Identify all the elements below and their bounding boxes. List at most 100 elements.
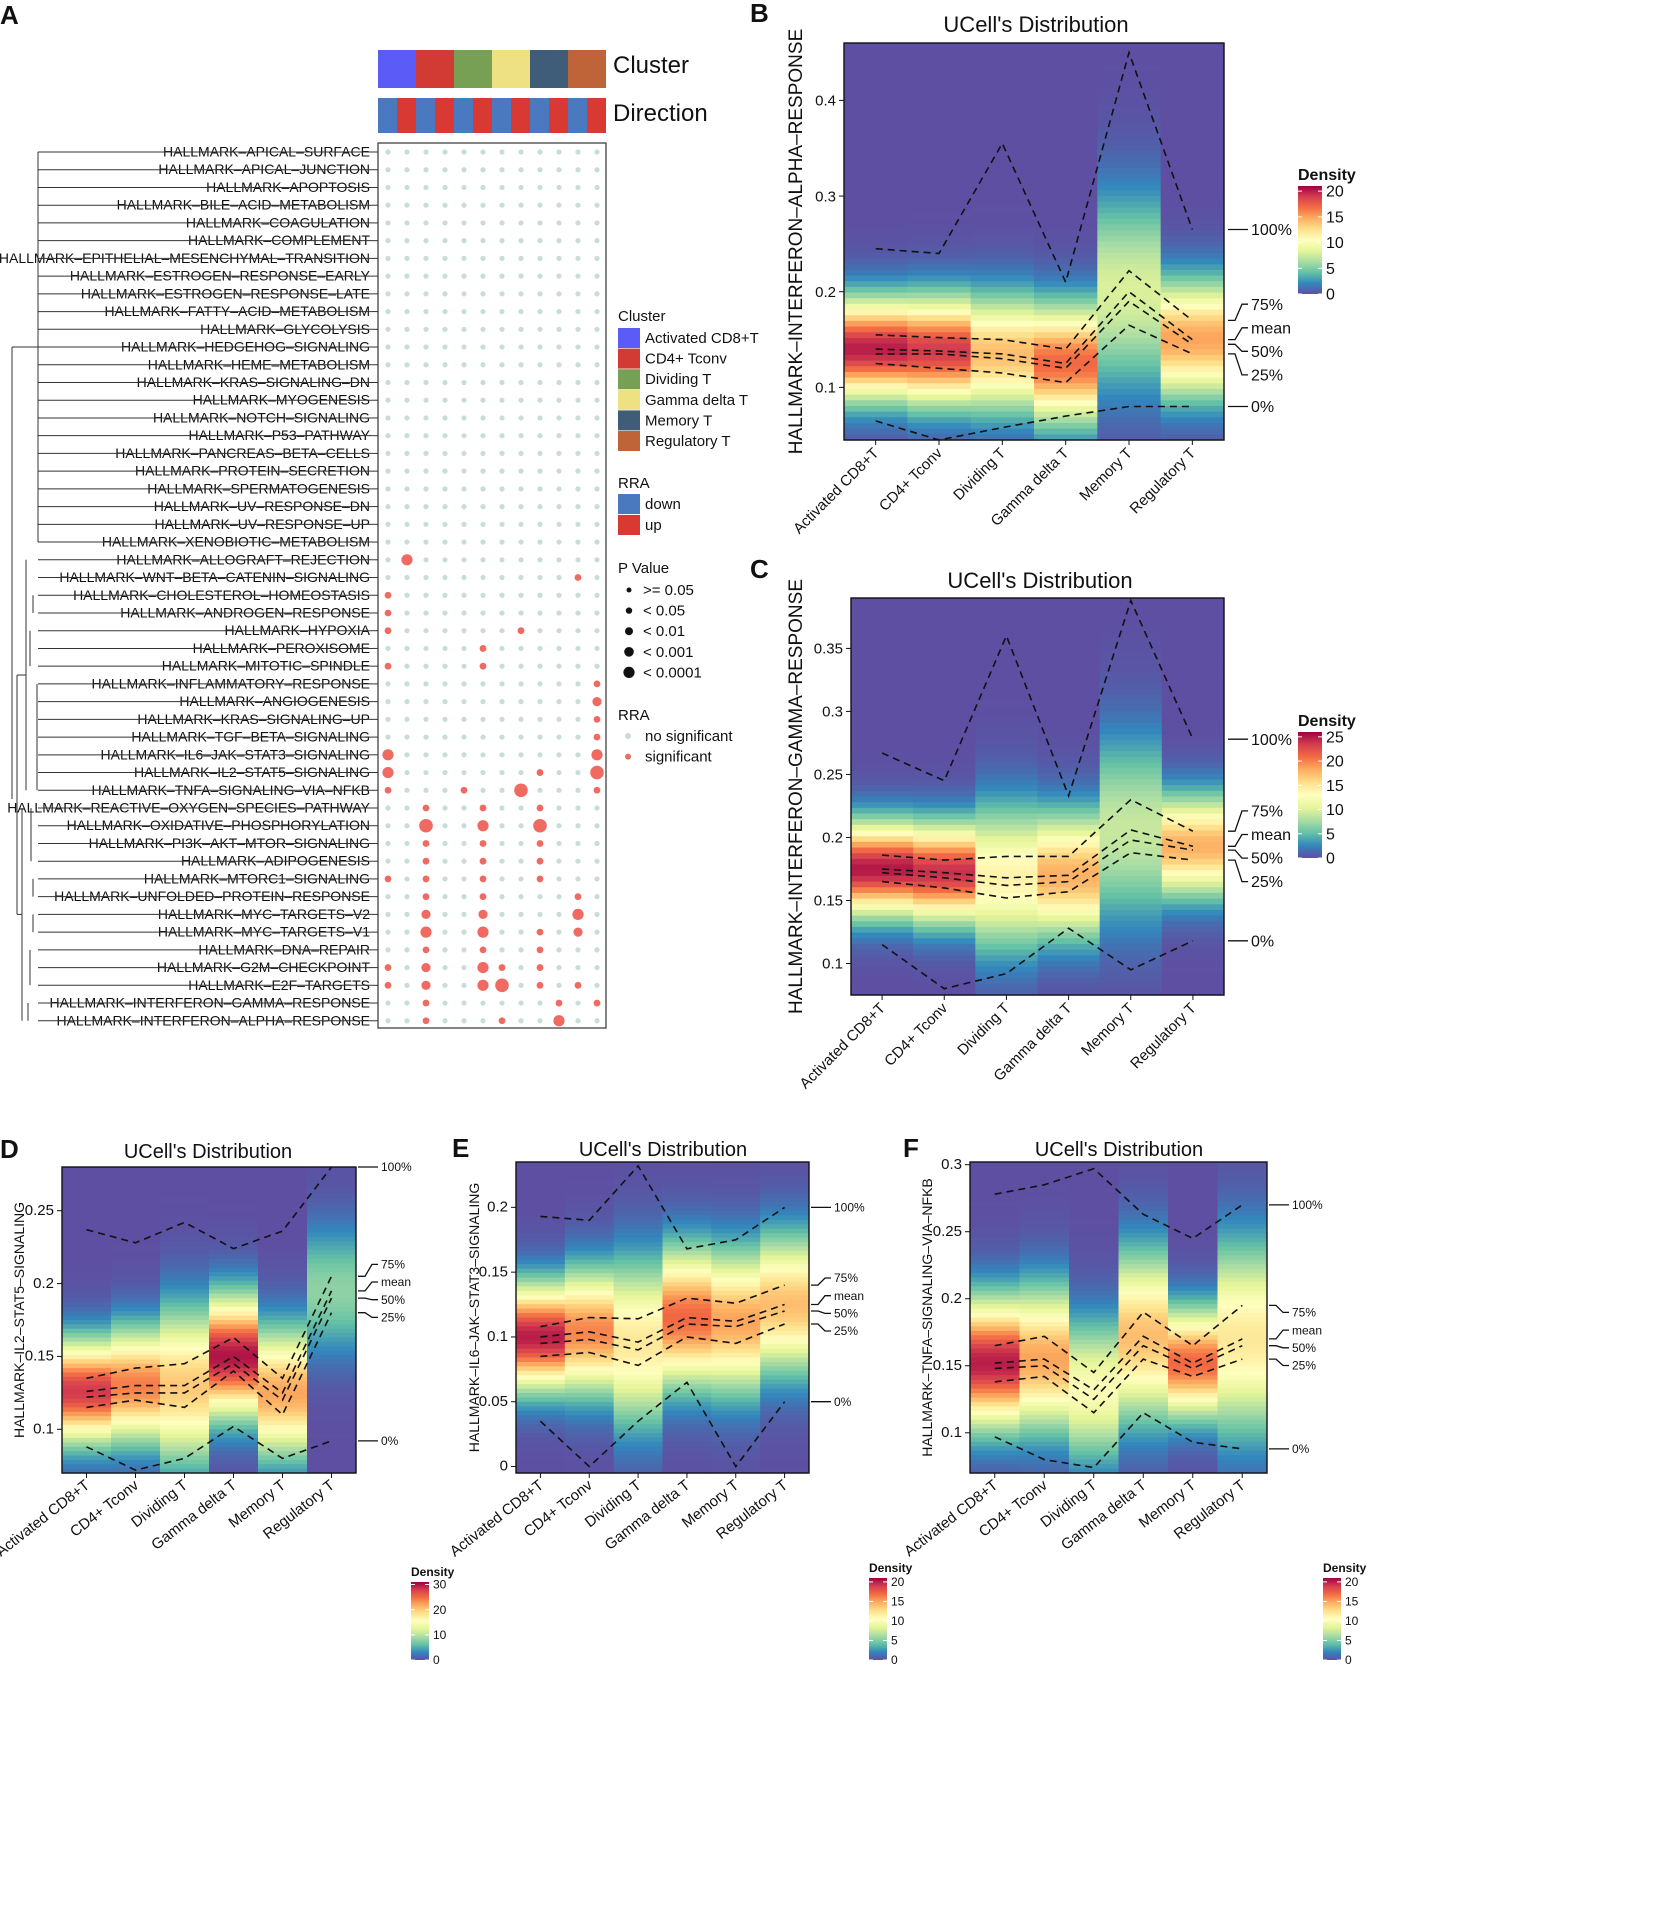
quantile-bracket — [811, 1277, 831, 1286]
density-cell — [760, 1224, 810, 1230]
dot-not-significant — [518, 486, 524, 492]
density-cell — [1168, 1237, 1218, 1243]
density-cell — [1161, 955, 1225, 962]
density-cell — [662, 1357, 712, 1363]
dot-not-significant — [442, 628, 448, 634]
density-cell — [913, 654, 976, 661]
density-cell — [1034, 303, 1098, 311]
density-cell — [1217, 1361, 1268, 1367]
dot-significant — [536, 857, 544, 865]
density-cell — [1069, 1344, 1119, 1350]
density-cell — [913, 960, 976, 968]
density-cell — [1069, 1433, 1119, 1439]
density-cell — [62, 1424, 112, 1430]
density-cell — [1037, 870, 1101, 877]
density-cell — [1118, 1424, 1169, 1430]
dot-not-significant — [423, 592, 429, 598]
dot-significant — [479, 662, 487, 670]
density-cell — [844, 235, 908, 243]
dot-not-significant — [461, 450, 467, 457]
density-cell — [913, 711, 976, 718]
density-cell — [1160, 162, 1225, 169]
density-column — [613, 1162, 663, 1474]
dot-not-significant — [556, 149, 562, 155]
dot-not-significant — [575, 876, 581, 882]
dot-not-significant — [556, 858, 562, 864]
density-column — [307, 1167, 357, 1474]
density-cell — [258, 1210, 308, 1216]
density-cell — [1037, 864, 1101, 871]
density-cell — [111, 1337, 161, 1343]
density-cell — [209, 1289, 259, 1295]
density-cell — [1037, 909, 1101, 917]
density-cell — [662, 1193, 712, 1199]
dot-significant — [479, 840, 487, 847]
density-cell — [1034, 71, 1098, 78]
dot-not-significant — [442, 415, 448, 421]
dot-not-significant — [480, 486, 486, 492]
density-cell — [970, 156, 1035, 163]
density-cell — [1161, 711, 1225, 718]
density-cell — [1160, 235, 1225, 243]
density-cell — [160, 1328, 210, 1334]
density-cell — [111, 1306, 161, 1312]
density-cell — [516, 1415, 566, 1421]
density-cell — [111, 1403, 161, 1409]
density-column — [662, 1162, 712, 1474]
density-cell — [1160, 43, 1225, 50]
density-cell — [844, 94, 908, 101]
plot-frame — [61, 1166, 357, 1474]
density-cell — [62, 1175, 112, 1181]
dot-not-significant — [499, 734, 505, 740]
density-cell — [1099, 762, 1163, 769]
plot-frame — [843, 42, 1225, 441]
density-cell — [564, 1228, 615, 1234]
dot-not-significant — [423, 308, 429, 315]
density-cell — [975, 756, 1038, 764]
density-cell — [1097, 360, 1162, 367]
density-cell — [1168, 1290, 1218, 1296]
density-cell — [62, 1398, 112, 1404]
dot-not-significant — [499, 504, 505, 510]
density-cell — [1034, 48, 1098, 55]
density-cell — [1034, 337, 1098, 345]
density-cell — [1161, 671, 1225, 678]
density-cell — [1217, 1281, 1268, 1287]
density-cell — [711, 1348, 761, 1354]
quantile-line-75pct — [882, 798, 1194, 861]
dot-not-significant — [575, 362, 581, 368]
density-cell — [851, 751, 914, 758]
dot-not-significant — [404, 805, 410, 811]
density-cell — [844, 162, 908, 169]
density-cell — [1168, 1330, 1218, 1336]
dot-not-significant — [518, 823, 524, 829]
density-column — [970, 1162, 1020, 1474]
density-cell — [1037, 881, 1101, 888]
density-cell — [62, 1420, 112, 1426]
dot-not-significant — [461, 716, 467, 722]
density-cell — [1069, 1366, 1119, 1372]
density-cell — [760, 1170, 810, 1176]
density-cell — [1069, 1388, 1119, 1394]
density-cell — [209, 1206, 259, 1212]
density-cell — [760, 1357, 810, 1363]
density-cell — [258, 1201, 308, 1207]
dot-not-significant — [556, 752, 562, 758]
density-cell — [913, 892, 976, 900]
density-cell — [1019, 1375, 1070, 1381]
dot-not-significant — [404, 379, 410, 386]
density-cell — [1097, 281, 1162, 288]
quantile-line-25pct — [875, 324, 1193, 384]
quantile-label: 0% — [1251, 399, 1274, 416]
density-cell — [711, 1179, 761, 1185]
density-cell — [662, 1219, 712, 1225]
density-cell — [62, 1306, 112, 1312]
dot-not-significant — [442, 238, 448, 244]
density-cell — [760, 1237, 810, 1243]
density-cell — [62, 1346, 112, 1352]
density-cell — [564, 1175, 615, 1181]
density-cell — [564, 1170, 615, 1176]
density-cell — [1034, 366, 1098, 373]
density-cell — [711, 1304, 761, 1310]
dot-not-significant — [518, 699, 524, 705]
